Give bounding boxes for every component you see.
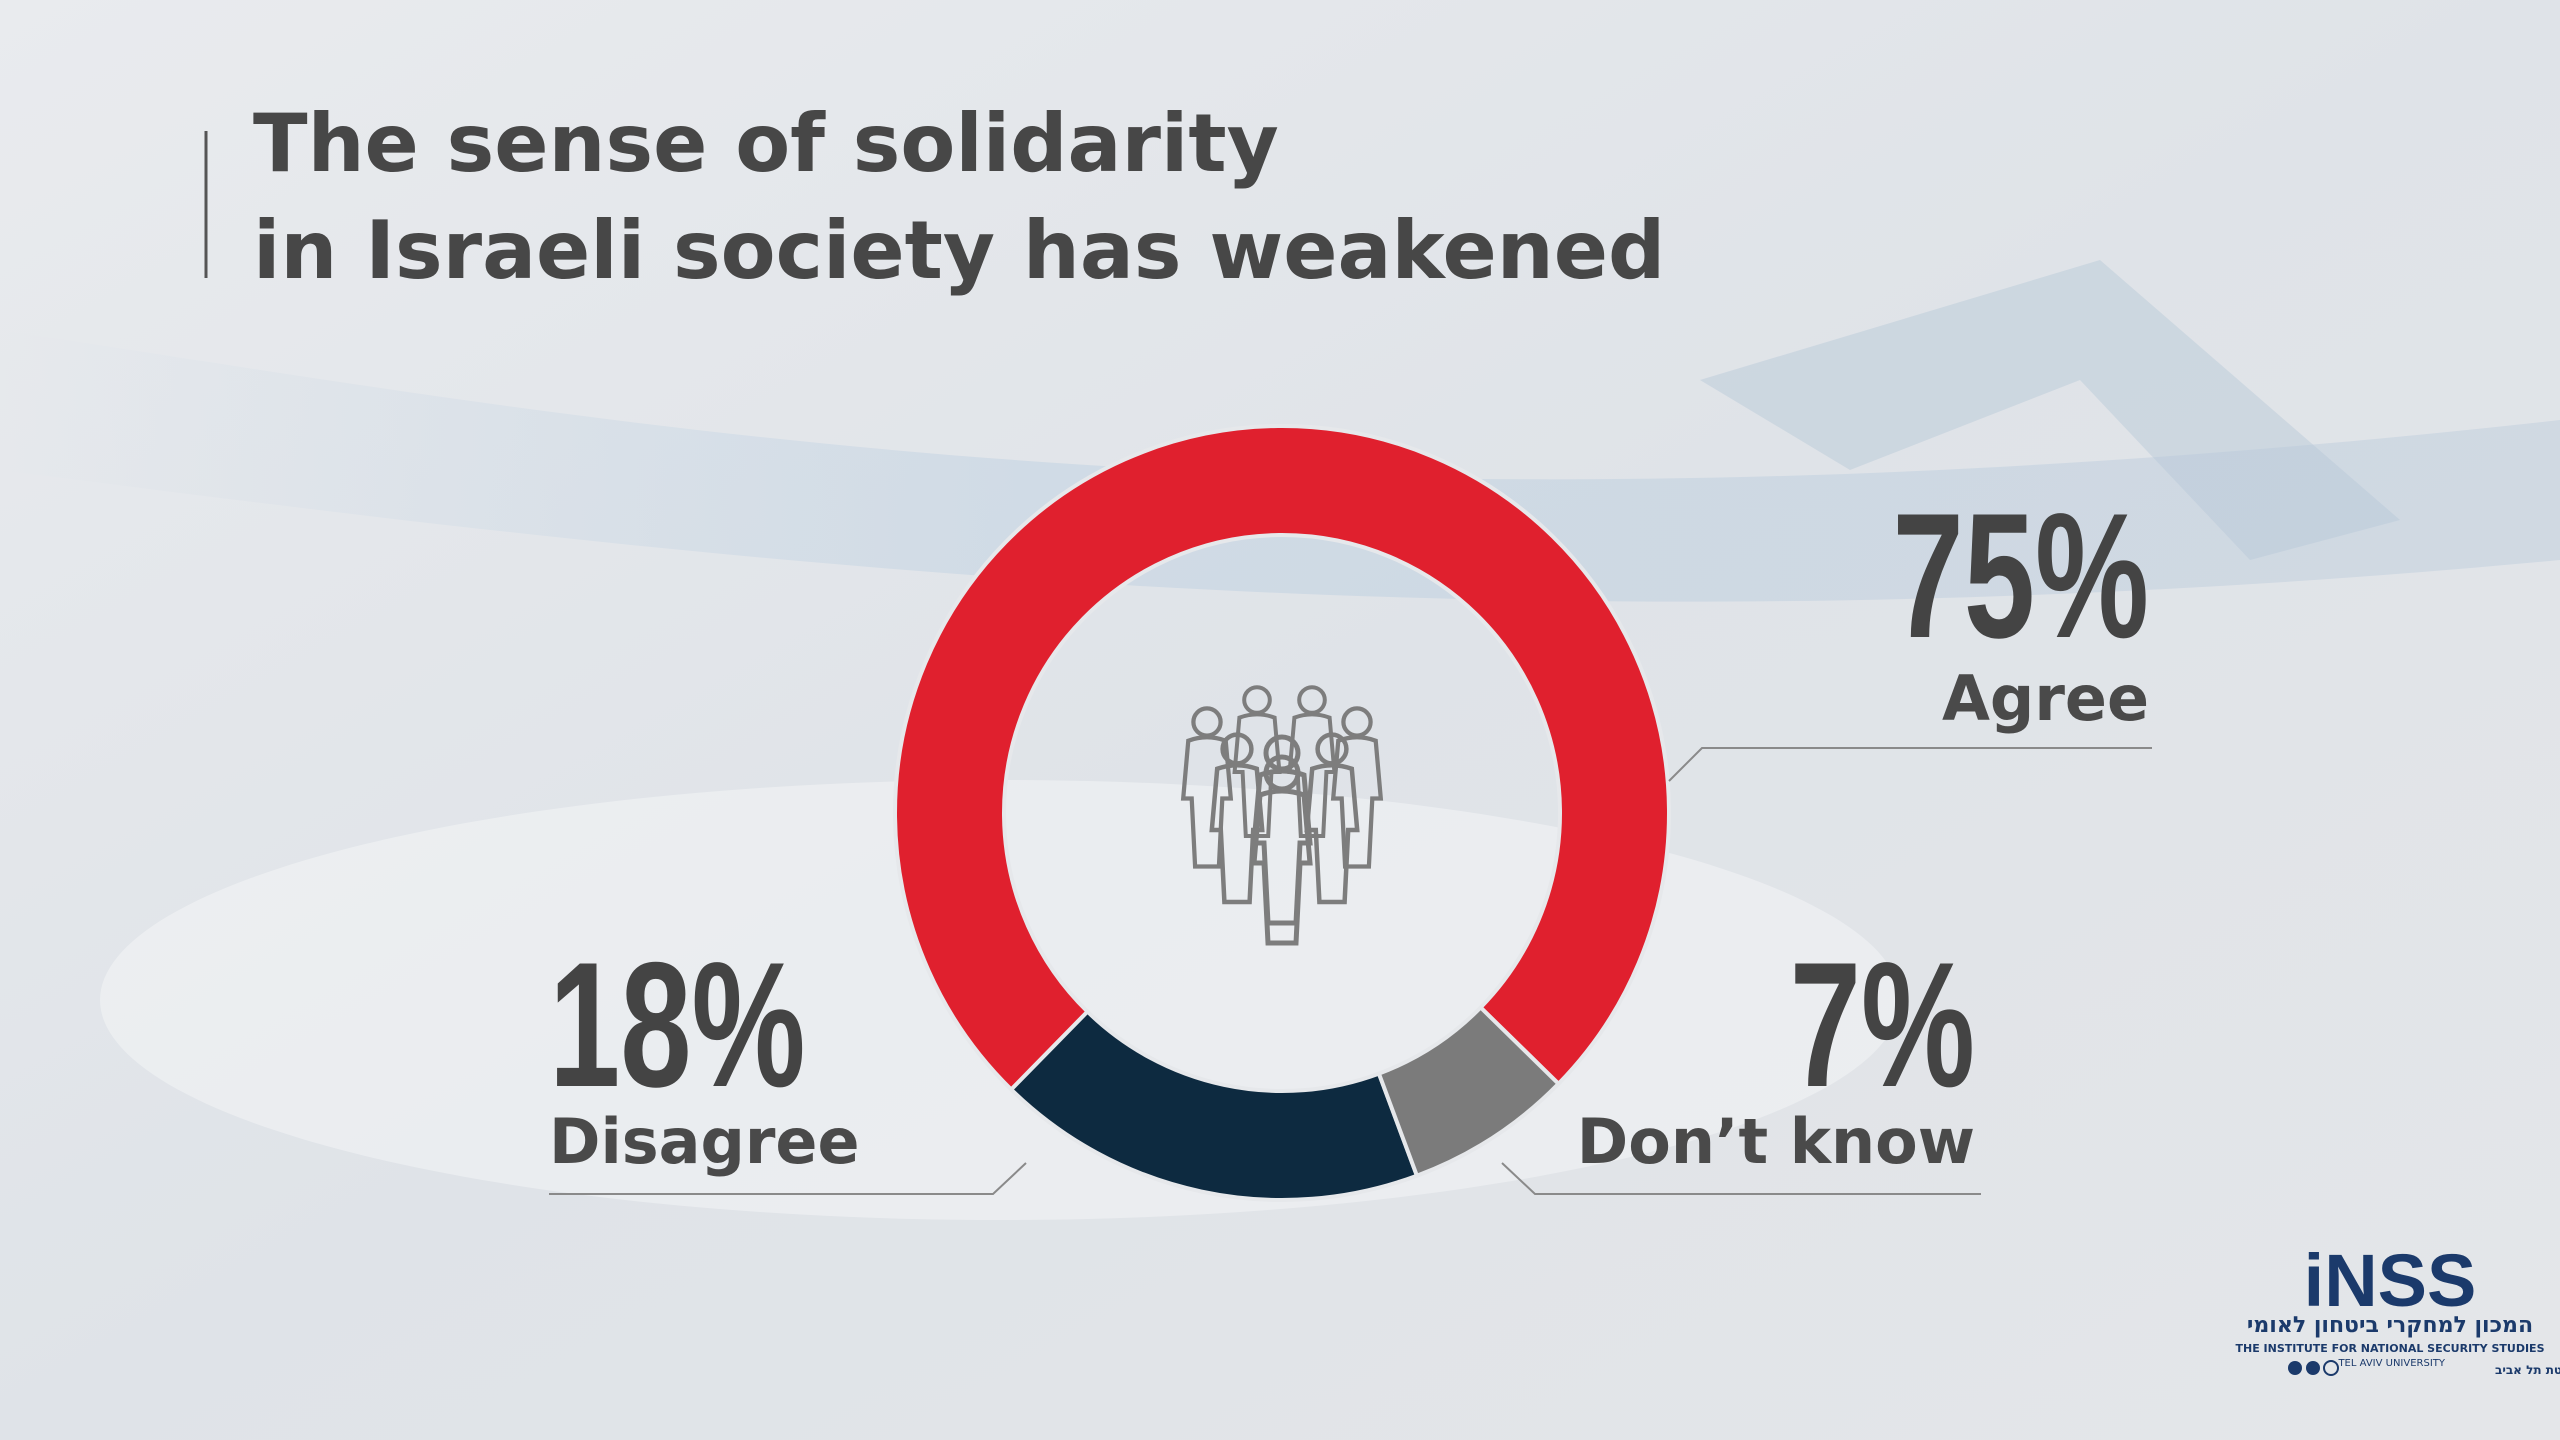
logo-dot: [2288, 1361, 2302, 1375]
logo-hebrew: המכון למחקרי ביטחון לאומי: [2247, 1313, 2533, 1338]
flag-star: [1700, 260, 2400, 560]
logo-english: THE INSTITUTE FOR NATIONAL SECURITY STUD…: [2235, 1342, 2544, 1355]
category-label: Disagree: [549, 1105, 860, 1178]
category-label: Don’t know: [1577, 1105, 1975, 1178]
logo: iNSS המכון למחקרי ביטחון לאומי THE INSTI…: [2235, 1239, 2560, 1377]
category-label: Agree: [1942, 662, 2149, 735]
logo-university: TEL AVIV UNIVERSITY: [2337, 1358, 2445, 1369]
logo-university-hebrew: אוניברסיטת תל אביב: [2495, 1363, 2560, 1377]
chart-title: in Israeli society has weakened: [253, 204, 1665, 297]
logo-dot: [2306, 1361, 2320, 1375]
value-label: 18%: [549, 925, 805, 1124]
logo-dot: [2323, 1360, 2339, 1376]
value-label-group: 7%: [1790, 925, 1975, 1124]
value-label: 75%: [1893, 476, 2149, 675]
slice: [1376, 1004, 1562, 1179]
labels: 75%Agree 18%Disagree 7%Don’t know: [549, 476, 2152, 1195]
value-label: 7%: [1790, 925, 1975, 1124]
flag-stripe: [0, 330, 2560, 602]
value-label-group: 75%: [1893, 476, 2149, 675]
donut: [893, 424, 1671, 1202]
leader-line: [549, 1162, 1027, 1195]
slice: [893, 424, 1671, 1093]
logo-name: iNSS: [2304, 1239, 2477, 1322]
leader-line: [1668, 747, 2152, 782]
value-label-group: 18%: [549, 925, 805, 1124]
people-icon: [1183, 687, 1381, 943]
leader-line: [1501, 1162, 1981, 1195]
chart-title: The sense of solidarity: [253, 97, 1279, 190]
